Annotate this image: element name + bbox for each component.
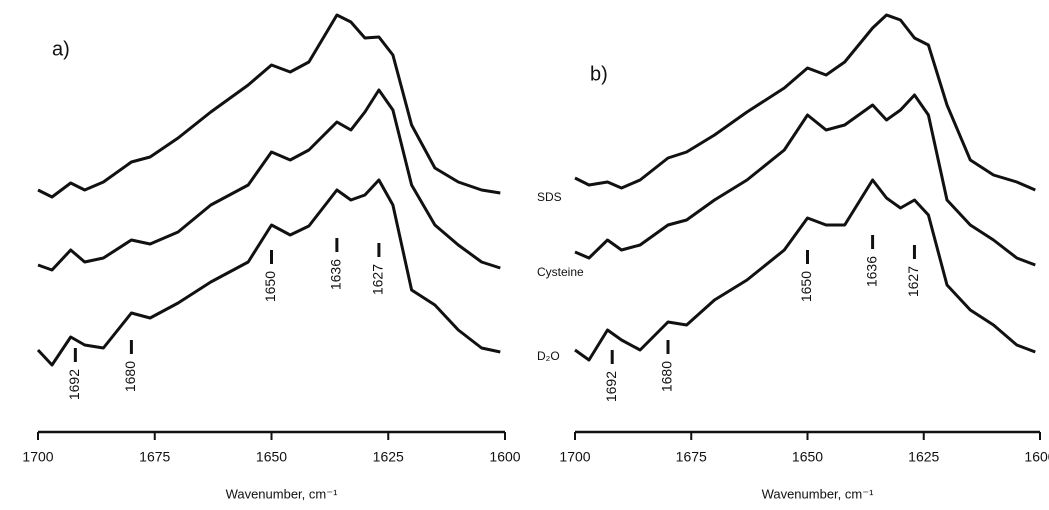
spectrum-line <box>574 178 1036 362</box>
panel-label: a) <box>52 38 70 60</box>
series-label: Cysteine <box>537 265 584 279</box>
peak-label: 1692 <box>603 371 619 402</box>
peak-label: 1636 <box>863 256 879 287</box>
x-tick-label: 1675 <box>676 449 707 465</box>
spectrum-line <box>37 88 501 272</box>
peak-label: 1627 <box>370 264 386 295</box>
spectrum-line <box>574 93 1036 267</box>
peak-label: 1650 <box>798 271 814 302</box>
x-tick-label: 1650 <box>256 449 287 465</box>
x-tick-label: 1675 <box>139 449 170 465</box>
x-axis-title: Wavenumber, cm⁻¹ <box>226 486 339 501</box>
series-label: SDS <box>537 190 562 204</box>
x-tick-label: 1650 <box>792 449 823 465</box>
spectrum-line <box>37 13 501 199</box>
x-tick-label: 1625 <box>373 449 404 465</box>
peak-label: 1692 <box>66 369 82 400</box>
peak-label: 1636 <box>328 259 344 290</box>
panel-label: b) <box>590 63 608 85</box>
peak-label: 1627 <box>905 266 921 297</box>
spectrum-line <box>574 13 1036 192</box>
spectrum-line <box>36 178 501 367</box>
x-axis-title: Wavenumber, cm⁻¹ <box>762 486 875 501</box>
x-tick-label: 1700 <box>559 449 590 465</box>
x-tick-label: 1700 <box>22 449 53 465</box>
peak-label: 1680 <box>659 361 675 392</box>
x-tick-label: 1625 <box>908 449 939 465</box>
x-tick-label: 1600 <box>489 449 520 465</box>
series-label: D₂O <box>537 349 560 363</box>
peak-label: 1680 <box>122 361 138 392</box>
peak-label: 1650 <box>262 271 278 302</box>
x-tick-label: 1600 <box>1024 449 1049 465</box>
